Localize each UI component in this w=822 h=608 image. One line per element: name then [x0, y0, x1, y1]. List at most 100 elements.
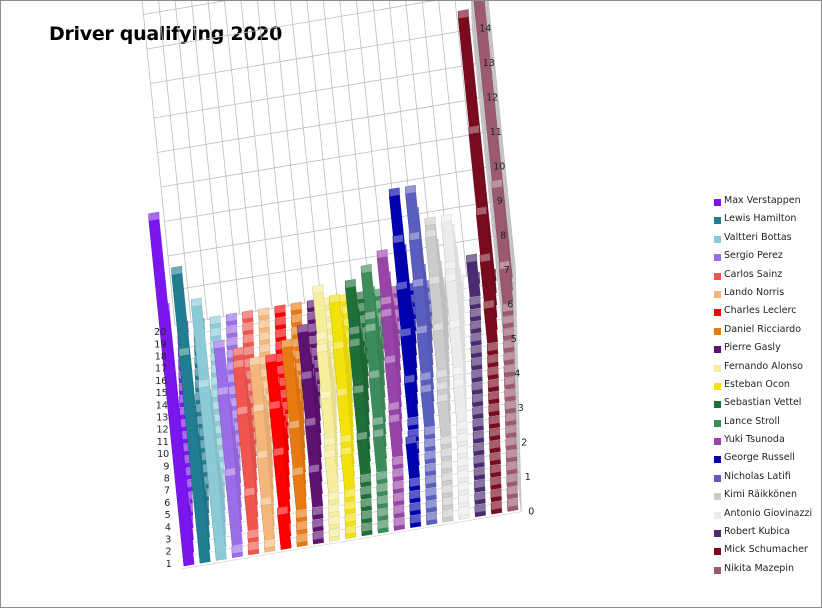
bar-top — [224, 467, 236, 477]
legend-label: Nikita Mazepin — [724, 562, 794, 574]
legend-swatch — [714, 272, 721, 280]
legend-label: Robert Kubica — [724, 526, 791, 538]
bar-top — [490, 500, 502, 511]
bar-top — [388, 401, 400, 411]
bar — [420, 383, 435, 428]
bar-top — [472, 418, 484, 428]
bar — [405, 435, 420, 480]
z-tick-label: 5 — [511, 334, 517, 345]
legend-label: Kimi Räikkönen — [724, 489, 797, 501]
bar-top — [388, 413, 400, 424]
bar — [506, 473, 518, 488]
bar-top — [404, 374, 415, 384]
bar — [424, 450, 436, 465]
bar-top — [393, 492, 404, 503]
bar-top — [247, 541, 259, 552]
bar-top — [502, 315, 514, 325]
bar-top — [424, 462, 436, 473]
legend-label: Pierre Gasly — [724, 342, 781, 354]
bar-top — [242, 334, 254, 344]
bar-top — [226, 337, 238, 347]
legend-swatch — [714, 438, 721, 446]
bar-top — [437, 393, 448, 403]
bar — [393, 492, 405, 507]
gridline — [164, 163, 505, 222]
chart-title: Driver qualifying 2020 — [49, 23, 283, 45]
bar-top — [468, 125, 480, 135]
bar-top — [308, 463, 320, 474]
bar — [471, 357, 483, 371]
gridline — [153, 60, 495, 119]
bar-top — [400, 327, 412, 337]
bar-top — [269, 400, 281, 410]
bar — [393, 517, 405, 531]
bar — [470, 320, 482, 335]
bar-top — [436, 381, 448, 391]
bar — [210, 327, 222, 342]
bar — [472, 393, 484, 408]
gridline — [143, 1, 227, 15]
bar-top — [198, 378, 210, 389]
gridline — [273, 1, 305, 304]
legend-label: George Russell — [724, 452, 795, 464]
legend-item: Daniel Ricciardo — [714, 323, 819, 341]
z-tick-label: 3 — [518, 403, 524, 414]
legend-item: Kimi Räikkönen — [714, 488, 819, 506]
bar-top — [440, 448, 452, 458]
bar-top — [365, 322, 376, 333]
bar-top — [356, 431, 368, 441]
legend-item: Valtteri Bottas — [714, 231, 819, 249]
gridline — [207, 1, 241, 315]
bar — [441, 484, 453, 499]
bar — [505, 449, 518, 463]
bar-top — [442, 509, 454, 519]
bar-top — [296, 521, 308, 531]
bar-top — [457, 469, 469, 480]
bar — [503, 351, 515, 366]
bar-top — [473, 454, 485, 465]
bar — [457, 457, 469, 472]
bar — [487, 354, 499, 368]
bar — [392, 468, 404, 482]
bar — [377, 519, 389, 534]
bar-top — [273, 447, 284, 457]
bar — [505, 424, 517, 439]
bar-top — [471, 357, 482, 367]
bar-top — [457, 9, 469, 19]
bar — [426, 511, 438, 526]
legend-label: Daniel Ricciardo — [724, 323, 802, 335]
bar-top — [312, 530, 324, 541]
bar-top — [504, 376, 515, 386]
bar-top — [436, 368, 448, 379]
bar — [424, 438, 436, 453]
legend-label: Carlos Sainz — [724, 268, 783, 280]
bar — [470, 344, 483, 359]
bar-top — [472, 393, 483, 404]
bar — [489, 439, 501, 454]
bar-top — [432, 322, 444, 332]
gridline — [438, 1, 467, 276]
bar — [247, 541, 260, 556]
bar — [441, 472, 453, 486]
x-tick-label: 1 — [166, 559, 172, 570]
bar — [490, 476, 502, 490]
bar — [312, 518, 324, 533]
bar-top — [242, 309, 254, 320]
legend-item: Lando Norris — [714, 286, 819, 304]
x-tick-label: 7 — [164, 486, 170, 497]
bar-front — [466, 260, 481, 298]
bar — [469, 296, 481, 310]
legend-swatch — [714, 235, 721, 243]
x-tick-label: 6 — [164, 498, 170, 509]
bar — [505, 412, 517, 427]
gridline — [339, 1, 370, 293]
bar-top — [372, 428, 384, 438]
x-tick-label: 17 — [155, 364, 167, 375]
bar-top — [472, 405, 484, 416]
bar-top — [506, 485, 518, 496]
bar-top — [368, 369, 380, 380]
x-tick-label: 2 — [166, 547, 172, 558]
bar-top — [312, 506, 323, 516]
bar-top — [453, 378, 464, 388]
bar — [295, 509, 308, 523]
